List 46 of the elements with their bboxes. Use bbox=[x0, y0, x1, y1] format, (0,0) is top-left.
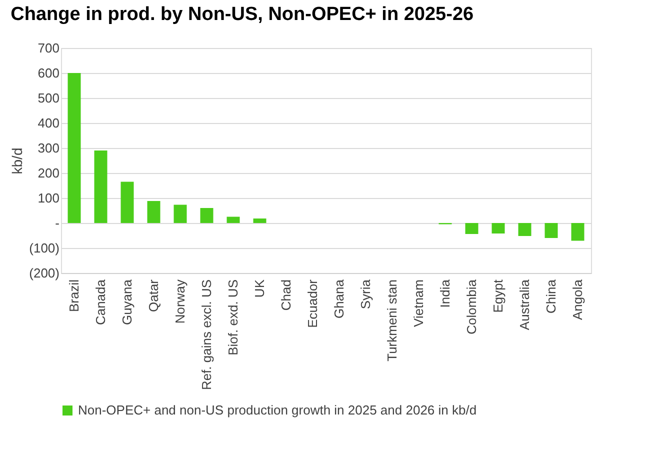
bar bbox=[174, 204, 187, 223]
chart-title: Change in prod. by Non-US, Non-OPEC+ in 2025-26 bbox=[10, 4, 474, 25]
y-axis-title: kb/d bbox=[9, 148, 26, 174]
y-tick-label: 400 bbox=[38, 116, 60, 130]
bar bbox=[571, 223, 584, 241]
bar bbox=[492, 223, 505, 234]
x-tick-label: Canada bbox=[92, 278, 108, 326]
x-tick-label: UK bbox=[252, 279, 267, 298]
y-tick-label: (200) bbox=[29, 266, 60, 280]
x-tick-label: Biof. exd. US bbox=[225, 279, 240, 356]
x-tick-label: Ecuador bbox=[304, 278, 320, 328]
y-tick-label: 200 bbox=[38, 166, 60, 180]
bar bbox=[226, 216, 240, 223]
bar bbox=[200, 208, 214, 223]
x-tick-label: Angola bbox=[570, 278, 585, 320]
x-tick-label: Syria bbox=[358, 278, 373, 310]
x-tick-label: Colombia bbox=[464, 278, 479, 334]
x-tick-label: Norway bbox=[172, 279, 188, 324]
bar bbox=[120, 182, 134, 223]
bar bbox=[94, 150, 108, 223]
y-tick-label: 500 bbox=[38, 90, 60, 106]
x-tick-label: Qatar bbox=[146, 278, 161, 312]
bar bbox=[518, 223, 532, 236]
bar bbox=[147, 201, 160, 223]
y-tick-label: 600 bbox=[38, 66, 60, 80]
bar bbox=[465, 223, 478, 234]
x-tick-label: Brazil bbox=[66, 279, 82, 312]
legend-label: Non-OPEC+ and non-US production growth in 2025 and 2026 in kb/d bbox=[78, 402, 477, 418]
x-tick-label: India bbox=[437, 278, 452, 308]
x-tick-label: Australia bbox=[516, 278, 532, 330]
bar bbox=[253, 218, 266, 223]
y-tick-label: (100) bbox=[29, 240, 60, 256]
bar bbox=[544, 223, 558, 238]
x-tick-label: Turkmeni stan bbox=[384, 280, 400, 362]
x-tick-label: Chad bbox=[278, 280, 294, 311]
x-tick-label: Ref. gains excl. US bbox=[198, 279, 214, 390]
x-tick-label: Vietnam bbox=[410, 280, 426, 327]
y-tick-label: 100 bbox=[38, 190, 60, 206]
x-tick-label: Guyana bbox=[119, 278, 134, 326]
x-tick-label: China bbox=[543, 278, 558, 314]
y-tick-label: - bbox=[55, 216, 60, 230]
x-tick-label: Ghana bbox=[331, 278, 346, 319]
x-tick-label: Egypt bbox=[490, 279, 506, 313]
y-tick-label: 700 bbox=[38, 40, 60, 56]
y-tick-label: 300 bbox=[38, 140, 60, 156]
bar bbox=[68, 73, 81, 223]
